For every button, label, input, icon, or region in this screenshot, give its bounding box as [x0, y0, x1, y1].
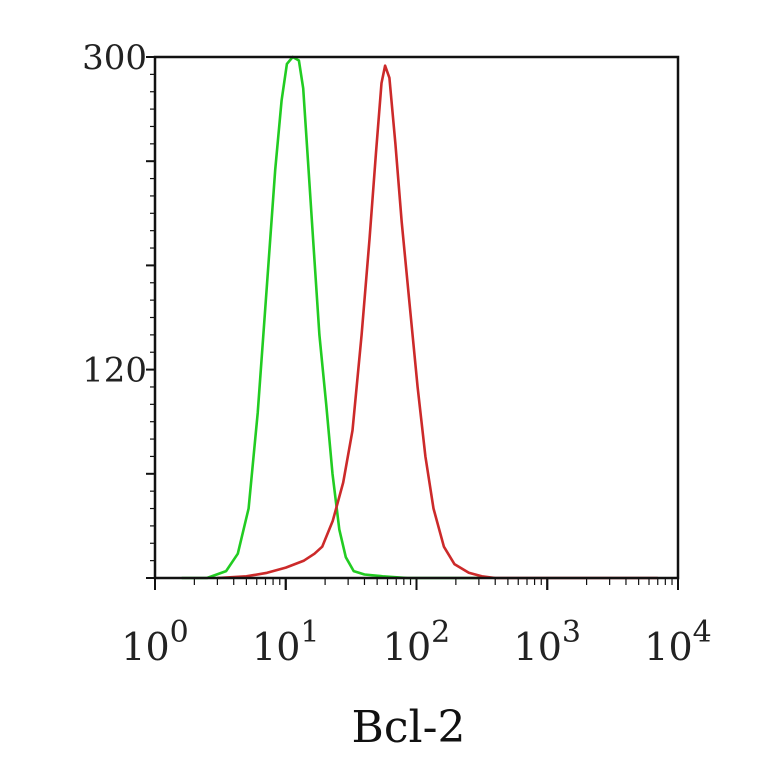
y-tick-label: 300: [82, 38, 147, 78]
series-line-1: [181, 55, 479, 580]
series-line-2: [217, 64, 658, 580]
x-axis-title: Bcl-2: [352, 702, 466, 753]
x-tick-label: 101: [252, 615, 319, 669]
series-layer: [181, 55, 658, 580]
x-tick-label: 102: [383, 615, 450, 669]
plot-frame: [153, 55, 680, 580]
y-axis: 120 300: [82, 38, 155, 579]
x-axis: 100 101 102 103 104: [121, 578, 712, 669]
x-tick-label: 103: [514, 615, 581, 669]
x-tick-label: 100: [121, 615, 188, 669]
y-tick-label: 120: [82, 351, 147, 391]
x-tick-label: 104: [644, 615, 711, 669]
